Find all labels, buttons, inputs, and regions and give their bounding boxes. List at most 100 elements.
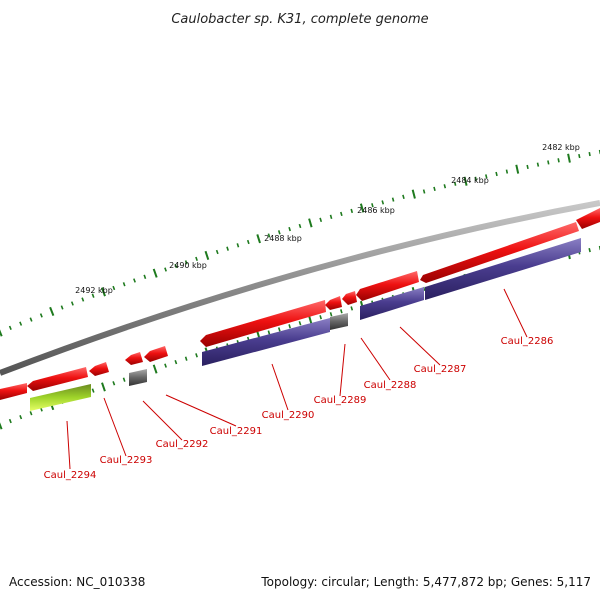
gene-label[interactable]: Caul_2286 <box>501 336 554 347</box>
major-tick <box>256 234 261 244</box>
genome-backbone <box>0 200 600 376</box>
minor-tick <box>474 176 478 181</box>
gene-arrow[interactable] <box>0 383 27 400</box>
minor-tick <box>174 263 178 269</box>
minor-tick <box>495 171 498 177</box>
leader-line <box>103 397 127 457</box>
major-tick <box>152 268 158 278</box>
ruler-outer-ticks: 2482 kbp 2484 kbp 2486 kbp 2488 kbp 2490 kbp… <box>0 143 600 337</box>
minor-tick <box>329 312 333 317</box>
gene-arrow[interactable] <box>576 208 600 229</box>
minor-tick <box>557 158 560 163</box>
minor-tick <box>340 211 343 217</box>
gene-label[interactable]: Caul_2290 <box>262 410 315 421</box>
gene-arrow[interactable] <box>420 222 579 283</box>
minor-tick <box>8 325 12 331</box>
major-tick <box>308 218 313 228</box>
accession-text: Accession: NC_010338 <box>9 575 145 589</box>
major-tick <box>152 364 158 374</box>
ruler-label: 2490 kbp <box>169 261 207 270</box>
gene-label[interactable]: Caul_2291 <box>210 426 263 437</box>
major-tick <box>49 306 55 316</box>
minor-tick <box>443 184 447 189</box>
gene-arrow[interactable] <box>27 367 88 391</box>
minor-tick <box>298 321 302 326</box>
misc-feature[interactable] <box>30 384 91 411</box>
minor-tick <box>588 248 591 253</box>
leader-line <box>503 288 528 338</box>
gene-arrow[interactable] <box>89 362 109 376</box>
minor-tick <box>29 317 33 322</box>
minor-tick <box>81 297 85 302</box>
minor-tick <box>112 285 116 291</box>
major-tick <box>0 422 3 430</box>
minor-tick <box>267 330 271 335</box>
feature-track <box>0 208 600 411</box>
label-leaders <box>66 288 528 470</box>
minor-tick <box>422 189 426 194</box>
minor-tick <box>350 208 354 214</box>
minor-tick <box>122 377 126 382</box>
major-tick <box>463 176 468 186</box>
minor-tick <box>29 411 33 416</box>
gray-feature[interactable] <box>129 369 147 386</box>
minor-tick <box>122 282 126 287</box>
gene-label[interactable]: Caul_2293 <box>100 455 153 466</box>
minor-tick <box>19 321 23 326</box>
ruler-label: 2484 kbp <box>451 176 489 185</box>
ruler-label: 2492 kbp <box>75 286 113 295</box>
cds-bar[interactable] <box>425 238 581 300</box>
leader-line <box>271 363 289 411</box>
major-tick <box>515 164 520 174</box>
map-title: Caulobacter sp. K31, complete genome <box>171 12 428 27</box>
minor-tick <box>174 359 178 365</box>
gene-arrow[interactable] <box>200 300 326 347</box>
gene-arrow[interactable] <box>356 271 419 301</box>
minor-tick <box>391 197 395 202</box>
gray-feature[interactable] <box>330 313 348 330</box>
cds-bar[interactable] <box>202 318 330 366</box>
gene-labels: Caul_2286 Caul_2287 Caul_2288 Caul_2289 Caul… <box>44 336 554 481</box>
cds-bar[interactable] <box>360 287 424 320</box>
minor-tick <box>267 233 271 238</box>
minor-tick <box>91 293 95 298</box>
minor-tick <box>112 381 116 386</box>
major-tick <box>567 153 571 163</box>
gene-label[interactable]: Caul_2288 <box>364 380 417 391</box>
gene-arrow[interactable] <box>125 352 143 365</box>
leader-line <box>66 420 71 470</box>
gene-arrow[interactable] <box>342 291 357 305</box>
minor-tick <box>164 363 167 368</box>
minor-tick <box>350 306 354 311</box>
major-tick <box>101 382 106 392</box>
leader-line <box>165 394 237 427</box>
gene-arrow[interactable] <box>144 346 168 362</box>
minor-tick <box>588 151 591 157</box>
gene-label[interactable]: Caul_2292 <box>156 439 209 450</box>
minor-tick <box>578 153 581 159</box>
minor-tick <box>319 315 322 320</box>
leader-line <box>399 326 441 366</box>
minor-tick <box>288 324 291 329</box>
ruler-label: 2488 kbp <box>264 234 302 243</box>
gene-arrow[interactable] <box>325 296 342 310</box>
minor-tick <box>505 169 509 174</box>
minor-tick <box>453 181 457 186</box>
minor-tick <box>298 223 302 229</box>
minor-tick <box>433 186 436 191</box>
minor-tick <box>319 217 323 223</box>
minor-tick <box>184 356 188 361</box>
minor-tick <box>164 267 167 272</box>
gene-label[interactable]: Caul_2289 <box>314 395 367 406</box>
gene-label[interactable]: Caul_2287 <box>414 364 467 375</box>
minor-tick <box>340 309 343 314</box>
gene-label[interactable]: Caul_2294 <box>44 470 97 481</box>
minor-tick <box>277 230 281 235</box>
minor-tick <box>526 164 529 170</box>
major-tick <box>0 329 3 337</box>
minor-tick <box>195 353 198 358</box>
minor-tick <box>19 415 23 420</box>
minor-tick <box>277 327 281 332</box>
minor-tick <box>184 260 188 265</box>
